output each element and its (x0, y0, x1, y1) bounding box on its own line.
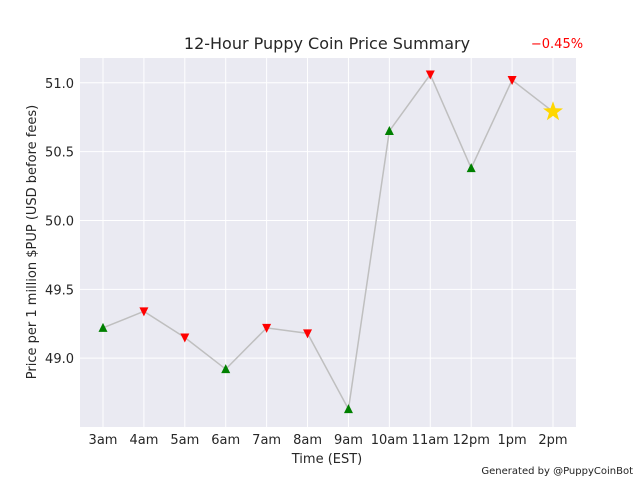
down-marker (262, 323, 272, 333)
down-marker (303, 329, 313, 339)
x-tick-label: 6am (211, 433, 240, 448)
y-tick-label: 49.5 (45, 283, 74, 298)
x-tick-label: 2pm (538, 433, 567, 448)
current-price-star (543, 101, 563, 121)
price-markers (98, 70, 563, 414)
credit-text: Generated by @PuppyCoinBot (481, 466, 633, 477)
down-marker (507, 76, 517, 86)
x-tick-label: 5am (170, 433, 199, 448)
up-marker (343, 404, 353, 414)
x-tick-label: 12pm (452, 433, 489, 448)
down-marker (139, 307, 149, 317)
up-marker (98, 322, 108, 332)
x-tick-label: 4am (129, 433, 158, 448)
y-tick-label: 50.5 (45, 146, 74, 161)
grid-lines (80, 58, 576, 427)
x-tick-label: 3am (89, 433, 118, 448)
y-tick-label: 50.0 (45, 214, 74, 229)
price-series-line (102, 73, 554, 412)
x-tick-label: 9am (334, 433, 363, 448)
price-change-label: −0.45% (531, 37, 583, 52)
x-tick-label: 8am (293, 433, 322, 448)
up-marker (466, 163, 476, 173)
y-tick-label: 49.0 (45, 352, 74, 367)
y-tick-label: 51.0 (45, 77, 74, 92)
price-line (102, 73, 554, 412)
x-tick-label: 11am (412, 433, 449, 448)
x-axis-title: Time (EST) (291, 452, 363, 467)
chart-title: 12-Hour Puppy Coin Price Summary (184, 34, 470, 53)
x-tick-label: 10am (371, 433, 408, 448)
down-marker (425, 70, 435, 80)
x-tick-labels: 3am 4am 5am 6am 7am 8am 9am 10am 11am 12pm 1pm 2pm (89, 433, 568, 448)
down-marker (180, 333, 190, 343)
x-tick-label: 1pm (497, 433, 526, 448)
up-marker (221, 364, 231, 374)
x-tick-label: 7am (252, 433, 281, 448)
up-marker (384, 125, 394, 135)
y-tick-labels: 49.0 49.5 50.0 50.5 51.0 (45, 77, 74, 367)
y-axis-title: Price per 1 million $PUP (USD before fee… (25, 105, 40, 379)
